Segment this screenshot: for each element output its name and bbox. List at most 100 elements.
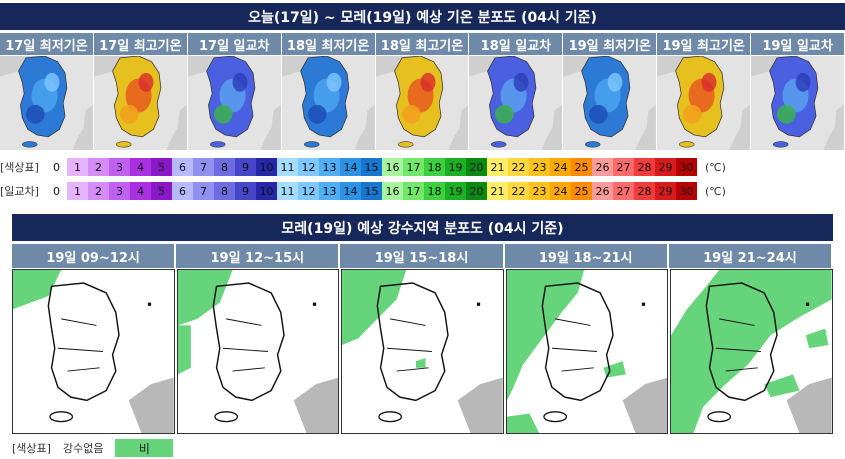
scale-swatch: 9 — [235, 158, 256, 176]
precipitation-map — [176, 269, 340, 434]
scale-swatch: 30 — [676, 182, 697, 200]
panel-label: 18일 최고기온 — [375, 33, 470, 55]
precipitation-maps — [12, 269, 835, 434]
scale-swatch: 27 — [613, 158, 634, 176]
scale-swatch: 17 — [403, 158, 424, 176]
scale-swatch: 13 — [319, 158, 340, 176]
scale-swatch: 13 — [319, 182, 340, 200]
scale-swatch: 25 — [571, 182, 592, 200]
scale-swatch: 3 — [109, 158, 130, 176]
scale-swatch: 12 — [298, 158, 319, 176]
precipitation-map — [341, 269, 504, 434]
scale-swatch: 6 — [172, 158, 193, 176]
scale-swatch: 20 — [466, 158, 487, 176]
temperature-map — [751, 56, 845, 150]
rain-panel-label: 19일 18~21시 — [504, 244, 669, 268]
scale-swatch: 6 — [172, 182, 193, 200]
panel-label: 19일 일교차 — [751, 33, 845, 55]
scale-swatch: 21 — [487, 158, 508, 176]
scale-swatch: 22 — [508, 158, 529, 176]
temperature-title: 오늘(17일) ~ 모레(19일) 예상 기온 분포도 (04시 기준) — [248, 9, 597, 26]
scale-swatch: 10 — [256, 158, 277, 176]
temperature-map — [375, 56, 470, 150]
scale-swatch: 4 — [130, 158, 151, 176]
scale-swatch: 24 — [550, 182, 571, 200]
legend-rain-swatch: 비 — [115, 439, 174, 457]
precipitation-legend: [색상표] 강수없음 비 — [12, 438, 174, 458]
temperature-map — [93, 56, 188, 150]
temperature-maps — [0, 56, 845, 150]
scale-label: [색상표] — [0, 161, 39, 174]
scale-swatch: 7 — [193, 182, 214, 200]
scale-swatch: 7 — [193, 158, 214, 176]
scale-swatch: 15 — [361, 158, 382, 176]
precipitation-title-banner: 모레(19일) 예상 강수지역 분포도 (04시 기준) — [12, 214, 833, 241]
temperature-map — [469, 56, 564, 150]
panel-label: 18일 일교차 — [469, 33, 564, 55]
scale-swatch: 19 — [445, 158, 466, 176]
scale-swatch: 22 — [508, 182, 529, 200]
scale-swatch: 8 — [214, 182, 235, 200]
scale-swatch: 16 — [382, 158, 403, 176]
precipitation-panel-labels: 19일 09~12시 19일 12~15시 19일 15~18시 19일 18~… — [12, 244, 834, 268]
scale-swatch: 15 — [361, 182, 382, 200]
scale-swatch: 5 — [151, 182, 172, 200]
scale-swatch: 1 — [67, 182, 88, 200]
scale-swatch: 28 — [634, 182, 655, 200]
scale-swatch: 1 — [67, 158, 88, 176]
temperature-title-banner: 오늘(17일) ~ 모레(19일) 예상 기온 분포도 (04시 기준) — [0, 3, 845, 30]
scale-swatch: 25 — [571, 158, 592, 176]
panel-label: 19일 최저기온 — [563, 33, 658, 55]
scale-swatch: 26 — [592, 158, 613, 176]
legend-label: [색상표] — [12, 442, 51, 455]
scale-swatch: 14 — [340, 158, 361, 176]
panel-label: 17일 최고기온 — [93, 33, 188, 55]
rain-panel-label: 19일 15~18시 — [340, 244, 505, 268]
scale-swatch: 23 — [529, 158, 550, 176]
scale-swatch: 18 — [424, 158, 445, 176]
scale-swatch: 0 — [46, 158, 67, 176]
panel-label: 17일 최저기온 — [0, 33, 94, 55]
temperature-map — [657, 56, 752, 150]
scale-swatch: 29 — [655, 182, 676, 200]
scale-swatch: 24 — [550, 158, 571, 176]
scale-swatch: 19 — [445, 182, 466, 200]
scale-swatch: 17 — [403, 182, 424, 200]
precipitation-map — [505, 269, 669, 434]
temperature-map — [187, 56, 282, 150]
rain-panel-label: 19일 12~15시 — [176, 244, 341, 268]
scale-swatch: 2 — [88, 158, 109, 176]
scale-swatch: 4 — [130, 182, 151, 200]
scale-unit: (℃) — [705, 160, 726, 174]
scale-swatch: 29 — [655, 158, 676, 176]
precipitation-title: 모레(19일) 예상 강수지역 분포도 (04시 기준) — [281, 220, 564, 237]
scale-swatch: 2 — [88, 182, 109, 200]
scale-swatch: 28 — [634, 158, 655, 176]
scale-swatch: 20 — [466, 182, 487, 200]
temperature-map — [563, 56, 658, 150]
scale-swatch: 8 — [214, 158, 235, 176]
scale-swatch: 9 — [235, 182, 256, 200]
rain-panel-label: 19일 09~12시 — [12, 244, 177, 268]
scale-swatch: 11 — [277, 158, 298, 176]
scale-label: [일교차] — [0, 185, 39, 198]
scale-swatch: 16 — [382, 182, 403, 200]
panel-label: 19일 최고기온 — [657, 33, 752, 55]
precipitation-map — [670, 269, 833, 434]
scale-swatch: 18 — [424, 182, 445, 200]
scale-swatch: 12 — [298, 182, 319, 200]
scale-swatch: 0 — [46, 182, 67, 200]
scale-swatch: 11 — [277, 182, 298, 200]
scale-swatch: 21 — [487, 182, 508, 200]
scale-swatch: 27 — [613, 182, 634, 200]
temperature-color-scale: [색상표] 0 1 2 3 4 5 6 7 8 9 10 11 12 13 14 15 16 17 18 19 20 21… — [0, 158, 845, 176]
scale-swatch: 10 — [256, 182, 277, 200]
temperature-map — [0, 56, 94, 150]
precipitation-map — [12, 269, 175, 434]
scale-swatch: 14 — [340, 182, 361, 200]
scale-swatch: 26 — [592, 182, 613, 200]
legend-none-label: 강수없음 — [62, 442, 104, 455]
panel-label: 18일 최저기온 — [281, 33, 376, 55]
temperature-map — [281, 56, 376, 150]
rain-panel-label: 19일 21~24시 — [668, 244, 834, 268]
